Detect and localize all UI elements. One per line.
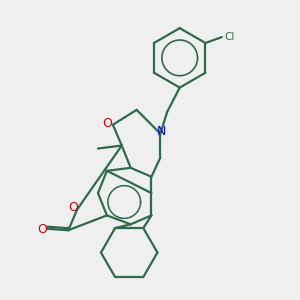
Text: O: O	[68, 202, 78, 214]
Text: O: O	[103, 117, 112, 130]
Text: N: N	[157, 125, 167, 138]
Text: O: O	[37, 223, 47, 236]
Text: Cl: Cl	[224, 32, 234, 42]
